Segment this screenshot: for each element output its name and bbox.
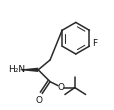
Polygon shape bbox=[20, 68, 38, 72]
Text: H₂N: H₂N bbox=[9, 65, 26, 74]
Text: O: O bbox=[35, 96, 42, 105]
Text: F: F bbox=[92, 39, 97, 48]
Text: O: O bbox=[57, 83, 64, 92]
